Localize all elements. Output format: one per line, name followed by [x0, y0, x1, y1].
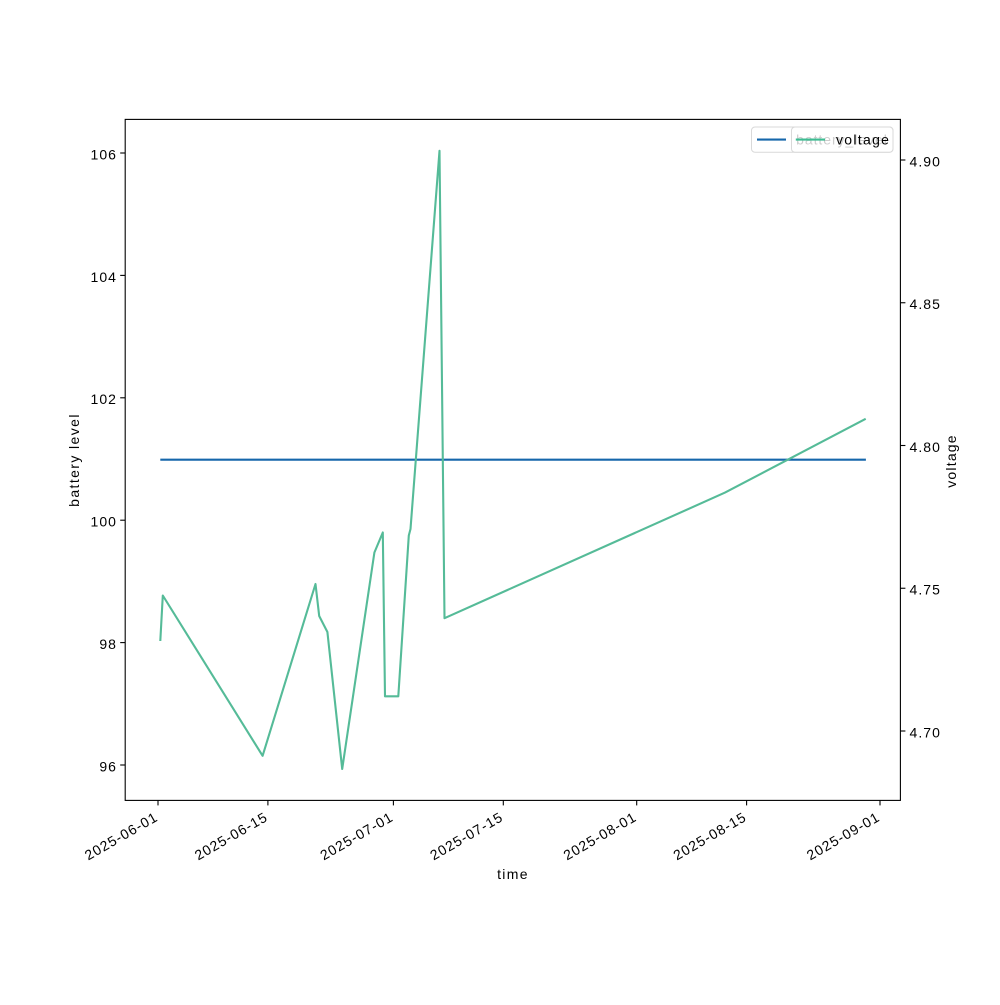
svg-text:4.90: 4.90 [910, 153, 941, 169]
svg-text:voltage: voltage [943, 434, 959, 488]
svg-text:96: 96 [99, 758, 117, 774]
svg-text:4.75: 4.75 [910, 582, 941, 598]
svg-text:battery level: battery level [66, 413, 82, 507]
svg-text:4.70: 4.70 [910, 724, 941, 740]
svg-text:102: 102 [90, 391, 117, 407]
svg-text:98: 98 [99, 636, 117, 652]
svg-text:104: 104 [90, 269, 117, 285]
svg-text:106: 106 [90, 146, 117, 162]
svg-text:voltage: voltage [836, 131, 890, 147]
svg-text:100: 100 [90, 514, 117, 530]
svg-text:time: time [497, 866, 529, 882]
svg-text:4.85: 4.85 [910, 296, 941, 312]
svg-text:4.80: 4.80 [910, 439, 941, 455]
